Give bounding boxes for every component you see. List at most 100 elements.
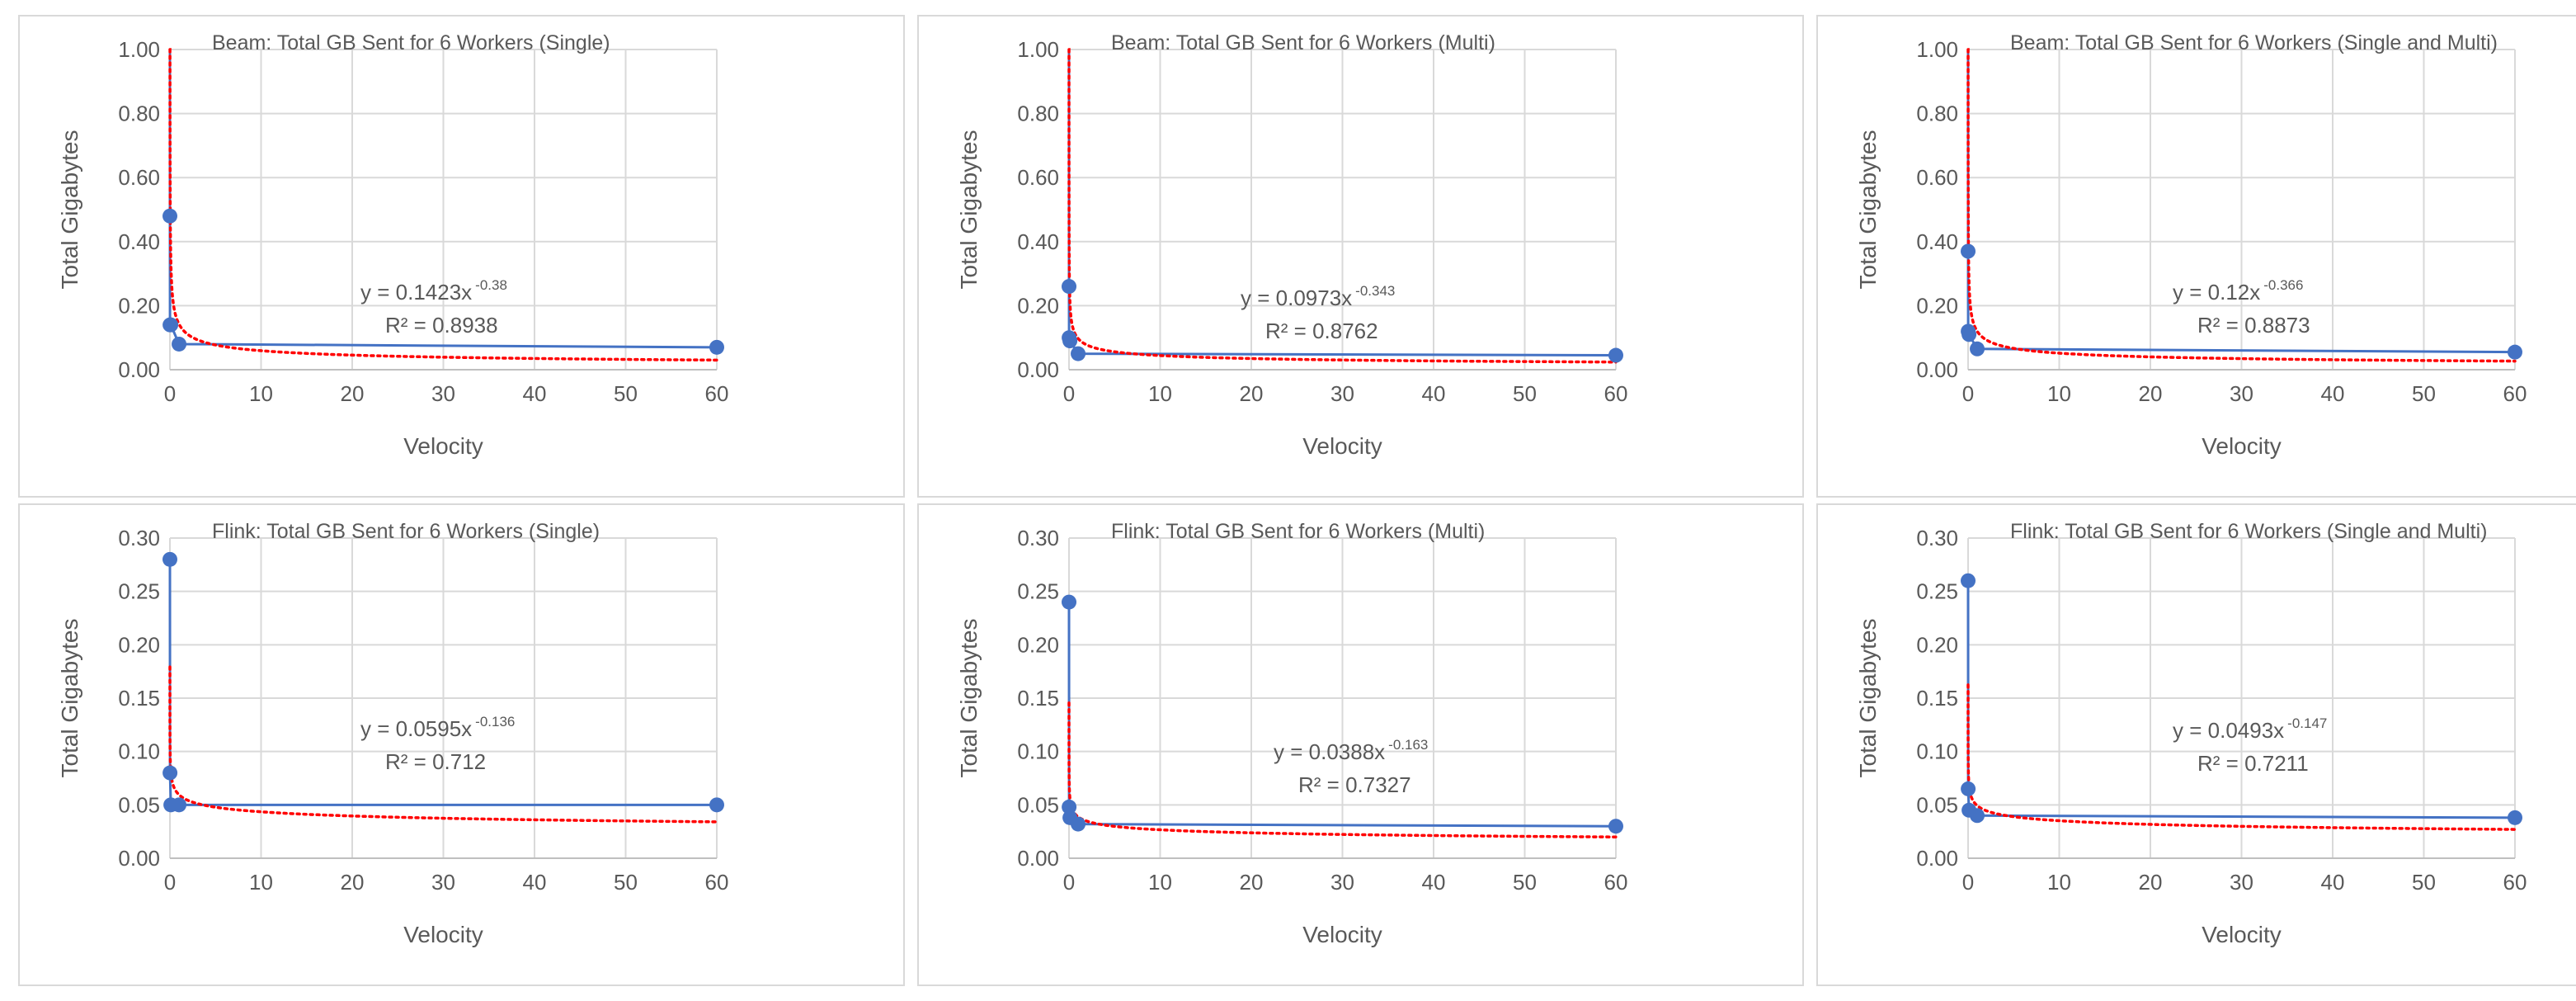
- x-tick-label: 20: [2139, 870, 2163, 895]
- data-point: [2508, 344, 2522, 360]
- data-point: [172, 797, 187, 813]
- y-tick-label: 0.05: [1017, 792, 1059, 817]
- y-tick-label: 0.05: [118, 792, 160, 817]
- chart-svg: 0.00 0.20 0.40 0.60 0.80 1.00 0 10 20 30 40 50 60 Bea…: [57, 31, 728, 459]
- data-point: [2508, 810, 2522, 825]
- y-tick-label: 0.25: [1916, 579, 1958, 604]
- trend-r-squared: R² = 0.7327: [1298, 772, 1411, 797]
- y-tick-label: 0.00: [1916, 357, 1958, 382]
- data-point: [1062, 333, 1078, 349]
- x-tick-label: 10: [2047, 381, 2071, 406]
- chart-svg: 0.00 0.05 0.10 0.15 0.20 0.25 0.30 0 10 20 30 40 50 6…: [1855, 520, 2527, 947]
- x-tick-label: 0: [1063, 381, 1075, 406]
- data-point: [1062, 279, 1077, 295]
- data-point: [163, 317, 179, 333]
- x-tick-label: 10: [2047, 870, 2071, 895]
- x-tick-label: 0: [1063, 870, 1075, 895]
- trend-exponent: -0.163: [1388, 737, 1428, 753]
- chart-title: Flink: Total GB Sent for 6 Workers (Mult…: [1111, 520, 1485, 543]
- x-tick-label: 10: [1148, 870, 1172, 895]
- x-tick-label: 50: [614, 870, 638, 895]
- x-tick-label: 60: [705, 870, 729, 895]
- x-tick-label: 30: [431, 870, 455, 895]
- y-axis-label: Total Gigabytes: [1855, 130, 1881, 290]
- y-tick-label: 0.00: [118, 846, 160, 871]
- y-tick-label: 0.10: [118, 739, 160, 764]
- x-tick-label: 60: [1604, 870, 1628, 895]
- y-tick-label: 0.00: [118, 357, 160, 382]
- y-axis-label: Total Gigabytes: [1855, 619, 1881, 778]
- trend-equation: y = 0.0973x: [1241, 286, 1352, 310]
- trend-r-squared: R² = 0.8762: [1265, 319, 1378, 343]
- y-axis-label: Total Gigabytes: [57, 130, 82, 290]
- y-tick-label: 1.00: [1916, 37, 1958, 62]
- y-tick-label: 0.00: [1017, 846, 1059, 871]
- data-point: [709, 339, 724, 355]
- y-tick-label: 0.40: [118, 229, 160, 254]
- trend-equation: y = 0.1423x: [360, 280, 472, 305]
- y-tick-label: 0.30: [1017, 526, 1059, 550]
- x-tick-label: 30: [431, 381, 455, 406]
- data-point: [1970, 341, 1985, 356]
- data-point: [1961, 573, 1976, 588]
- x-tick-label: 10: [249, 381, 273, 406]
- x-tick-label: 0: [1962, 870, 1974, 895]
- x-tick-label: 40: [2321, 870, 2345, 895]
- x-tick-label: 0: [164, 381, 176, 406]
- data-point: [172, 336, 187, 352]
- y-tick-label: 0.00: [1017, 357, 1059, 382]
- chart-svg: 0.00 0.20 0.40 0.60 0.80 1.00 0 10 20 30 40 50 60 Bea…: [1855, 31, 2527, 459]
- y-tick-label: 0.40: [1017, 229, 1059, 254]
- x-tick-label: 20: [1240, 870, 1264, 895]
- x-tick-label: 40: [1422, 870, 1446, 895]
- trendline: [1966, 48, 2517, 363]
- chart-title: Beam: Total GB Sent for 6 Workers (Multi…: [1111, 31, 1495, 54]
- trend-exponent: -0.366: [2263, 277, 2303, 293]
- trendline: [168, 48, 718, 362]
- trend-r-squared: R² = 0.8873: [2197, 313, 2310, 338]
- data-point: [1961, 327, 1977, 342]
- trend-r-squared: R² = 0.8938: [385, 313, 498, 338]
- chart-title: Flink: Total GB Sent for 6 Workers (Sing…: [212, 520, 600, 543]
- y-tick-label: 0.20: [118, 293, 160, 318]
- x-tick-label: 30: [2230, 381, 2253, 406]
- trend-equation: y = 0.0493x: [2173, 718, 2284, 743]
- x-tick-label: 0: [1962, 381, 1974, 406]
- data-point: [1062, 799, 1077, 814]
- x-tick-label: 20: [2139, 381, 2163, 406]
- y-tick-label: 0.40: [1916, 229, 1958, 254]
- data-point: [1970, 808, 1985, 824]
- x-tick-label: 30: [1330, 870, 1354, 895]
- y-tick-label: 1.00: [1017, 37, 1059, 62]
- x-tick-label: 10: [249, 870, 273, 895]
- y-tick-label: 0.80: [1017, 102, 1059, 126]
- data-point: [1961, 781, 1976, 796]
- x-tick-label: 30: [1330, 381, 1354, 406]
- data-point: [1071, 346, 1086, 361]
- trend-exponent: -0.38: [475, 277, 507, 293]
- chart-panel: 0.00 0.05 0.10 0.15 0.20 0.25 0.30 0 10 20 30 40 50 6…: [1816, 503, 2576, 986]
- chart-panel: 0.00 0.20 0.40 0.60 0.80 1.00 0 10 20 30 40 50 60 Bea…: [917, 15, 1804, 498]
- trend-equation: y = 0.0388x: [1274, 739, 1385, 764]
- y-tick-label: 1.00: [118, 37, 160, 62]
- y-tick-label: 0.30: [118, 526, 160, 550]
- x-tick-label: 60: [1604, 381, 1628, 406]
- trend-exponent: -0.136: [475, 714, 515, 730]
- chart-title: Flink: Total GB Sent for 6 Workers (Sing…: [2010, 520, 2487, 543]
- x-tick-label: 10: [1148, 381, 1172, 406]
- x-tick-label: 40: [523, 381, 547, 406]
- y-tick-label: 0.10: [1017, 739, 1059, 764]
- data-point: [162, 765, 178, 781]
- y-tick-label: 0.05: [1916, 792, 1958, 817]
- y-tick-label: 0.25: [118, 579, 160, 604]
- data-point: [1071, 816, 1086, 832]
- data-point: [1961, 243, 1976, 259]
- y-tick-label: 0.15: [118, 686, 160, 711]
- x-axis-label: Velocity: [2202, 433, 2282, 459]
- y-tick-label: 0.20: [1017, 632, 1059, 657]
- y-tick-label: 0.25: [1017, 579, 1059, 604]
- y-tick-label: 0.20: [1916, 293, 1958, 318]
- data-point: [162, 208, 178, 224]
- data-point: [162, 551, 178, 567]
- y-tick-label: 0.20: [118, 632, 160, 657]
